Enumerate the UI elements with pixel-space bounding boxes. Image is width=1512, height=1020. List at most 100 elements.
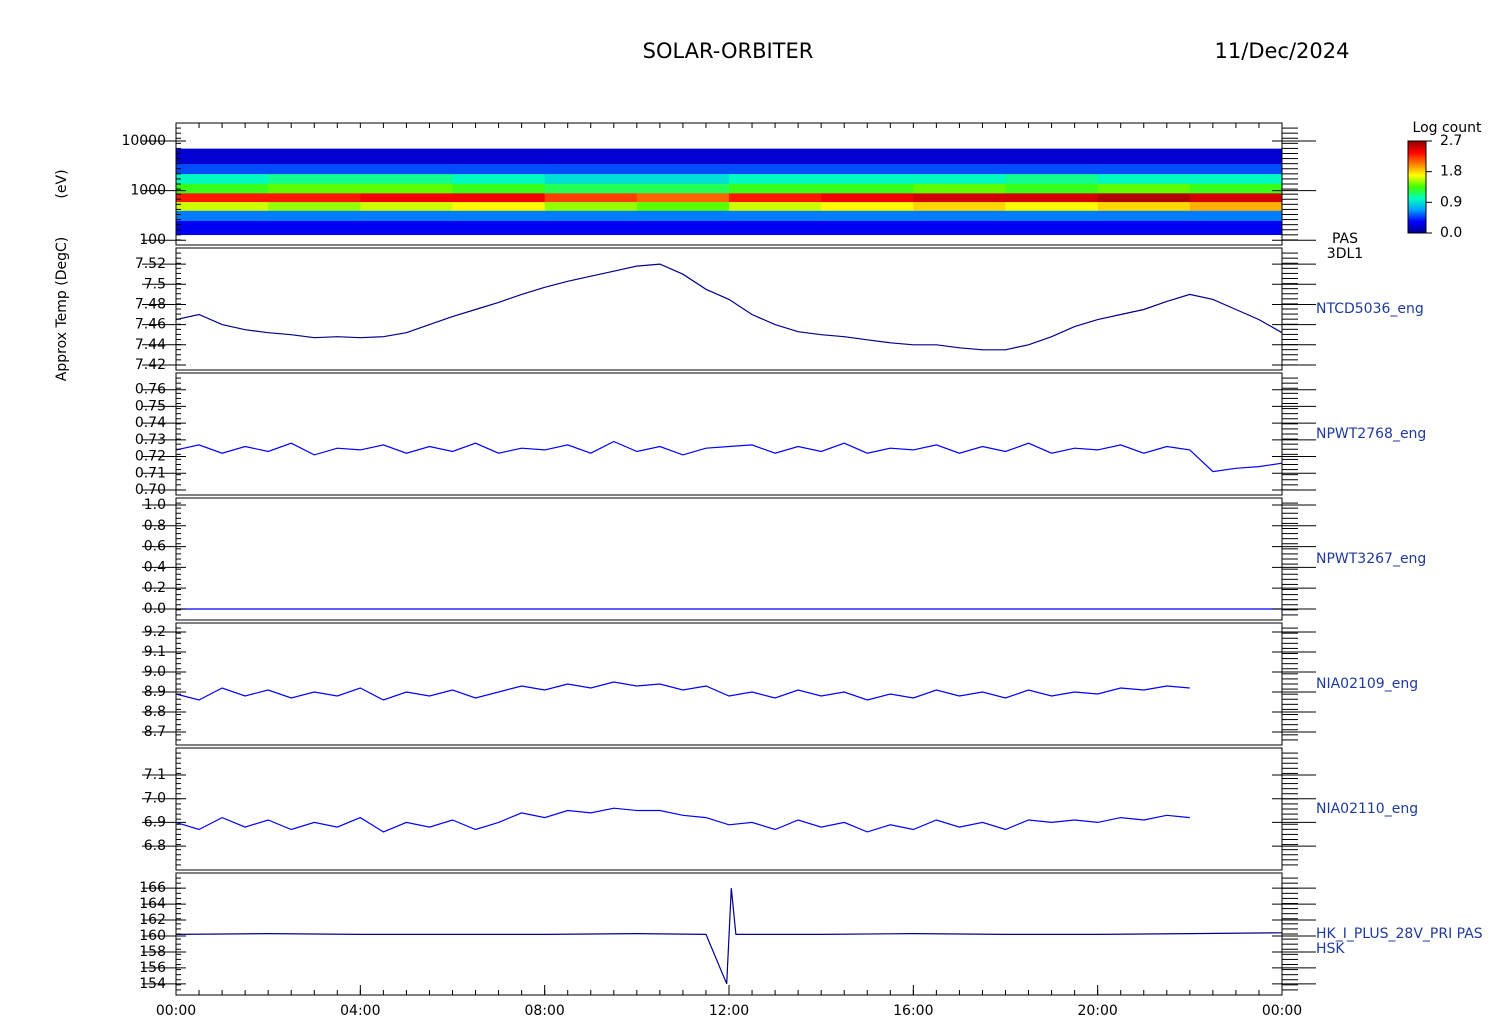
spectrogram-cell bbox=[913, 163, 1006, 175]
panel-label: NPWT3267_eng bbox=[1316, 551, 1426, 567]
colorbar-tick-label: 2.7 bbox=[1440, 133, 1462, 149]
spectrogram-cell bbox=[452, 201, 546, 211]
panel-label: NIA02110_eng bbox=[1316, 801, 1418, 817]
spectrogram-cell bbox=[729, 220, 822, 236]
colorbar bbox=[1407, 140, 1427, 234]
spectrogram-cell bbox=[176, 163, 269, 175]
panel-label: 3DL1 bbox=[1327, 246, 1363, 262]
spectrogram-cell bbox=[268, 210, 361, 221]
spectrogram-cell bbox=[1005, 173, 1099, 184]
spectrogram-cell bbox=[268, 163, 361, 175]
spectrogram-cell bbox=[268, 220, 361, 236]
spectrogram-cell bbox=[360, 201, 453, 211]
panel-label: HK_I_PLUS_28V_PRI PAS bbox=[1316, 926, 1483, 942]
spectrogram-cell bbox=[360, 192, 453, 203]
x-tick-label: 00:00 bbox=[156, 1003, 196, 1019]
spectrogram-cell bbox=[268, 183, 361, 194]
spectrogram-cell bbox=[1005, 163, 1099, 175]
data-line bbox=[175, 888, 1283, 985]
spectrogram-cell bbox=[1005, 192, 1099, 203]
chart-title: SOLAR-ORBITER bbox=[643, 39, 814, 63]
spectrogram-cell bbox=[360, 183, 453, 194]
spectrogram-cell bbox=[268, 201, 361, 211]
spectrogram-cell bbox=[636, 173, 730, 184]
spectrogram-cell bbox=[268, 173, 361, 184]
x-tick-label: 00:00 bbox=[1262, 1003, 1302, 1019]
spectrogram-cell bbox=[268, 148, 361, 165]
y-axis-label: Approx Temp (DegC) bbox=[54, 237, 70, 381]
spectrogram-cell bbox=[729, 201, 822, 211]
spectrogram-cell bbox=[1189, 173, 1283, 184]
spectrogram-cell bbox=[821, 173, 914, 184]
colorbar-tick-label: 1.8 bbox=[1440, 164, 1462, 180]
spectrogram-cell bbox=[1189, 220, 1283, 236]
spectrogram-cell bbox=[176, 210, 269, 221]
spectrogram-cell bbox=[176, 192, 269, 203]
panel-label: NPWT2768_eng bbox=[1316, 426, 1426, 442]
spectrogram-cell bbox=[1097, 210, 1191, 221]
panel-frame bbox=[175, 247, 1283, 371]
spectrogram-cell bbox=[821, 201, 914, 211]
spectrogram-cell bbox=[913, 210, 1006, 221]
spectrogram-cell bbox=[913, 183, 1006, 194]
spectrogram-cell bbox=[1097, 220, 1191, 236]
colorbar-label: Log count bbox=[1413, 120, 1482, 136]
spectrogram-cell bbox=[544, 148, 638, 165]
spectrogram-cell bbox=[544, 173, 638, 184]
spectrogram-cell bbox=[544, 183, 638, 194]
spectrogram-cell bbox=[913, 201, 1006, 211]
colorbar-tick-label: 0.0 bbox=[1440, 225, 1462, 241]
spectrogram-cell bbox=[1097, 192, 1191, 203]
data-line bbox=[175, 807, 1190, 833]
spectrogram-cell bbox=[1097, 163, 1191, 175]
spectrogram-cell bbox=[452, 192, 546, 203]
spectrogram-cell bbox=[1189, 163, 1283, 175]
spectrogram-cell bbox=[729, 192, 822, 203]
spectrogram-cell bbox=[1005, 148, 1099, 165]
spectrogram-cell bbox=[729, 210, 822, 221]
spectrogram-cell bbox=[1189, 192, 1283, 203]
panel-frame bbox=[175, 622, 1283, 746]
spectrogram-cell bbox=[821, 163, 914, 175]
spectrogram-cell bbox=[176, 148, 269, 165]
spectrogram-cell bbox=[729, 173, 822, 184]
spectrogram-cell bbox=[636, 163, 730, 175]
spectrogram-cell bbox=[452, 220, 546, 236]
spectrogram-cell bbox=[360, 210, 453, 221]
panel-label: PAS bbox=[1332, 231, 1358, 247]
x-tick-label: 04:00 bbox=[340, 1003, 380, 1019]
spectrogram-cell bbox=[544, 210, 638, 221]
spectrogram-cell bbox=[1005, 183, 1099, 194]
spectrogram-cell bbox=[1189, 148, 1283, 165]
data-line bbox=[175, 440, 1283, 473]
spectrogram-cell bbox=[821, 183, 914, 194]
spectrogram-cell bbox=[1005, 220, 1099, 236]
spectrogram-cell bbox=[1097, 148, 1191, 165]
spectrogram-cell bbox=[1005, 201, 1099, 211]
spectrogram-cell bbox=[452, 210, 546, 221]
spectrogram-cell bbox=[636, 220, 730, 236]
spectrogram-cell bbox=[636, 192, 730, 203]
spectrogram-cell bbox=[913, 192, 1006, 203]
colorbar-tick-label: 0.9 bbox=[1440, 194, 1462, 210]
spectrogram-cell bbox=[176, 201, 269, 211]
panel-label: NTCD5036_eng bbox=[1316, 301, 1424, 317]
spectrogram-cell bbox=[729, 163, 822, 175]
panel-frame bbox=[175, 747, 1283, 871]
spectrogram-cell bbox=[636, 201, 730, 211]
spectrogram-cell bbox=[452, 163, 546, 175]
chart-date: 11/Dec/2024 bbox=[1215, 39, 1350, 63]
spectrogram-cell bbox=[176, 220, 269, 236]
spectrogram-cell bbox=[452, 183, 546, 194]
x-tick-label: 16:00 bbox=[893, 1003, 933, 1019]
x-tick-label: 20:00 bbox=[1077, 1003, 1117, 1019]
x-tick-label: 12:00 bbox=[709, 1003, 749, 1019]
spectrogram-cell bbox=[452, 173, 546, 184]
spectrogram-cell bbox=[636, 183, 730, 194]
spectrogram-cell bbox=[360, 148, 453, 165]
spectrogram-cell bbox=[821, 148, 914, 165]
spectrogram-cell bbox=[360, 220, 453, 236]
spectrogram-cell bbox=[360, 173, 453, 184]
spectrogram-cell bbox=[1189, 210, 1283, 221]
